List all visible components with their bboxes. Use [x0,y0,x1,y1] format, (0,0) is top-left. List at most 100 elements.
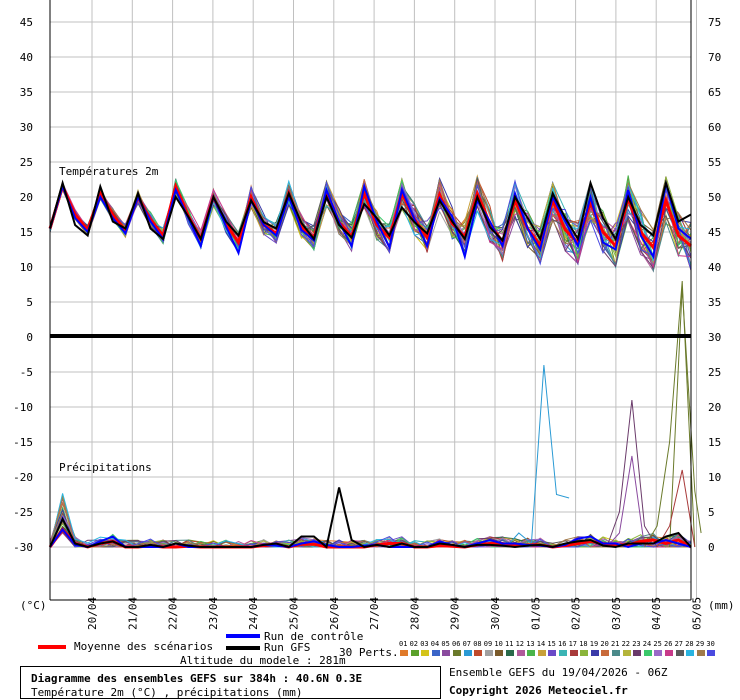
member-legend-number: 30 [706,640,715,648]
member-legend-number: 21 [611,640,620,648]
member-legend-swatch [537,650,546,656]
member-legend-number: 05 [441,640,450,648]
left-tick-label: -15 [13,436,33,449]
member-legend-swatch [463,650,472,656]
member-legend-number: 04 [430,640,440,648]
legend-control-swatch [226,634,260,638]
member-legend-number: 26 [664,640,673,648]
panel-divider [50,334,691,338]
x-tick-label: 24/04 [247,597,260,630]
member-legend-number: 23 [632,640,641,648]
right-tick-label: 50 [708,191,721,204]
legend-perts-label: 30 Perts. [339,646,399,659]
member-legend-swatch [622,650,631,656]
left-tick-label: 35 [20,86,33,99]
right-tick-label: 35 [708,296,721,309]
footer-copyright: Copyright 2026 Meteociel.fr [449,684,628,697]
x-tick-label: 21/04 [126,597,139,630]
left-tick-label: 15 [20,226,33,239]
member-legend-swatch [400,650,408,656]
member-legend-swatch [707,650,716,656]
member-legend-number: 22 [621,640,631,648]
main-series [48,179,692,549]
footer-subtitle: Température 2m (°C) , précipitations (mm… [31,686,303,699]
member-legend-number: 08 [473,640,482,648]
right-tick-label: 10 [708,471,721,484]
x-tick-label: 23/04 [207,597,220,630]
member-legend-number: 25 [653,640,662,648]
member-spike-line [606,399,658,548]
member-spike-line [505,364,570,548]
right-tick-label: 45 [708,226,721,239]
right-unit-label: (mm) [708,599,735,612]
right-tick-label: 55 [708,156,721,169]
x-tick-label: 20/04 [86,597,99,630]
member-legend-number: 11 [505,640,514,648]
x-tick-label: 27/04 [368,597,381,630]
member-legend-swatch [548,650,557,656]
member-spike-line [656,469,696,548]
member-legend-number: 19 [589,640,599,648]
x-tick-label: 26/04 [328,597,341,630]
member-legend-swatch [643,650,652,656]
x-tick-label: 29/04 [449,597,462,630]
x-tick-label: 01/05 [529,597,542,630]
member-legend-swatch [474,650,483,656]
member-legend-number: 24 [642,640,652,648]
series-line [49,487,692,549]
member-spike-line [606,455,645,548]
member-legend-number: 28 [685,640,694,648]
member-legend-number: 14 [536,640,546,648]
left-tick-label: -30 [13,541,33,554]
left-tick-label: 40 [20,51,33,64]
member-legend-swatch [410,650,419,656]
left-tick-label: 5 [26,296,33,309]
member-legend-number: 18 [579,640,588,648]
right-tick-label: 70 [708,51,721,64]
legend-gfs-label: Run GFS [264,641,311,654]
left-tick-label: 45 [20,16,33,29]
left-tick-label: -10 [13,401,33,414]
member-legend-swatch [453,650,461,656]
x-tick-label: 04/05 [650,597,663,630]
member-legend-number: 27 [674,640,684,648]
member-legend-swatch [495,650,504,656]
right-tick-label: 20 [708,401,721,414]
legend-control-label: Run de contrôle [264,630,364,643]
member-legend-number: 12 [515,640,525,648]
member-legend-number: 03 [420,640,429,648]
member-legend-number: 09 [483,640,493,648]
member-legend-swatch [421,650,430,656]
member-legend-swatch [590,650,599,656]
right-tick-label: 30 [708,331,721,344]
member-legend-swatch [580,650,589,656]
member-legend-number: 16 [558,640,567,648]
member-temp-line [49,179,692,262]
series-line [49,182,692,261]
member-legend-number: 10 [494,640,503,648]
x-tick-label: 03/05 [610,597,623,630]
member-legend-number: 06 [452,640,461,648]
legend-mean-label: Moyenne des scénarios [74,640,214,653]
member-spike-line [669,287,702,548]
right-tick-label: 0 [708,541,715,554]
x-tick-label: 30/04 [489,597,502,630]
member-legend-swatch [516,650,525,656]
member-legend-swatch [612,650,620,656]
right-tick-label: 65 [708,86,721,99]
member-legend-swatch [506,650,514,656]
member-legend-swatch [601,650,610,656]
member-legend-swatch [484,650,493,656]
panel-title-precipitation: Précipitations [59,461,152,474]
left-tick-label: 0 [26,331,33,344]
right-tick-label: 25 [708,366,721,379]
member-legend-swatch [559,650,567,656]
left-tick-label: -20 [13,471,33,484]
left-tick-label: -5 [20,366,33,379]
footer-ensemble: Ensemble GEFS du 19/04/2026 - 06Z [449,666,668,679]
right-tick-label: 40 [708,261,721,274]
member-legend-swatch [675,650,684,656]
x-tick-label: 25/04 [288,597,301,630]
x-tick-label: 22/04 [167,597,180,630]
